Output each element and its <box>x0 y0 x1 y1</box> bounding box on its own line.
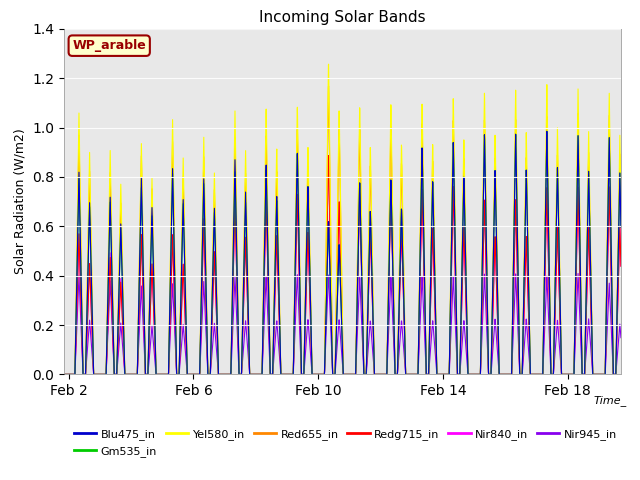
Y-axis label: Solar Radiation (W/m2): Solar Radiation (W/m2) <box>13 129 27 275</box>
Text: Time_: Time_ <box>593 395 627 406</box>
Legend: Blu475_in, Gm535_in, Yel580_in, Red655_in, Redg715_in, Nir840_in, Nir945_in: Blu475_in, Gm535_in, Yel580_in, Red655_i… <box>70 425 621 461</box>
Title: Incoming Solar Bands: Incoming Solar Bands <box>259 10 426 25</box>
Text: WP_arable: WP_arable <box>72 39 146 52</box>
